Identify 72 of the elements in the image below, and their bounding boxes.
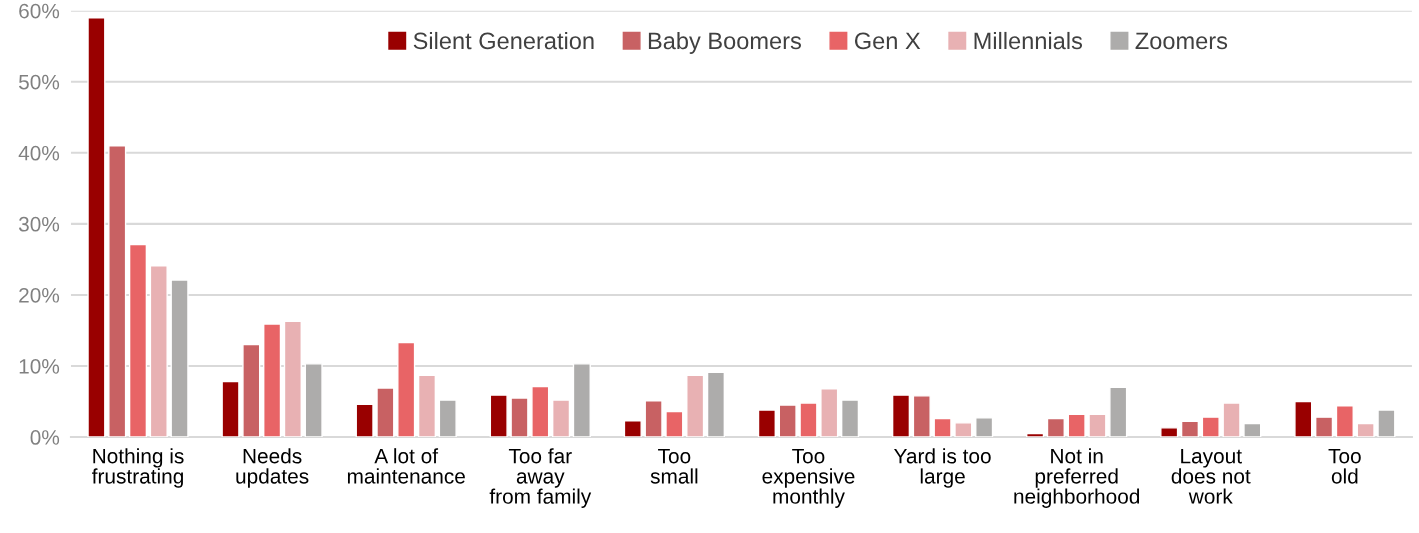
y-tick-label: 60% <box>19 3 60 19</box>
y-tick-label: 30% <box>18 216 60 232</box>
legend-label: Gen X <box>854 32 921 50</box>
bar <box>355 403 374 438</box>
bar <box>283 320 302 438</box>
bar <box>1335 405 1354 438</box>
bar <box>1109 386 1128 438</box>
legend-label: Baby Boomers <box>648 31 801 54</box>
x-tick-label: Too small <box>650 448 698 484</box>
bar <box>1377 409 1396 438</box>
bar <box>1088 413 1107 438</box>
bar <box>757 409 776 438</box>
x-tick-label: Too old <box>1328 448 1361 484</box>
y-tick-label: 50% <box>18 74 60 90</box>
bar <box>1201 416 1220 438</box>
y-tick-label: 0% <box>30 430 60 445</box>
legend-label: Millennials <box>974 31 1083 50</box>
bar <box>149 265 168 438</box>
x-tick-label: Layout does not work <box>1171 448 1251 504</box>
x-tick-label: Too far away from family <box>489 448 592 508</box>
bar <box>1356 422 1375 438</box>
bar <box>417 374 437 438</box>
bar <box>1180 420 1200 438</box>
bar <box>1160 427 1179 438</box>
y-tick-label: 20% <box>19 287 60 303</box>
bar <box>170 279 189 438</box>
bar <box>397 341 416 438</box>
bar <box>623 420 642 438</box>
bar <box>438 399 457 438</box>
bar <box>87 17 106 438</box>
bar <box>644 400 663 438</box>
bar <box>551 399 571 438</box>
bar <box>665 410 684 438</box>
bar <box>531 385 550 438</box>
bar <box>686 374 705 438</box>
bar <box>933 417 952 438</box>
bar <box>489 394 508 438</box>
x-tick-label: Yard is too large <box>894 448 991 488</box>
bar <box>221 380 240 438</box>
bar <box>1243 422 1262 438</box>
bar <box>108 144 127 438</box>
bar <box>263 323 282 438</box>
bar <box>304 363 323 438</box>
bar <box>1067 413 1086 438</box>
bar <box>799 402 818 438</box>
bar <box>1026 432 1045 438</box>
bar <box>1046 417 1065 438</box>
x-tick-label: Nothing is frustrating <box>91 448 184 488</box>
bar <box>1314 416 1334 438</box>
legend-label: Zoomers <box>1135 32 1228 50</box>
y-tick-label: 10% <box>19 358 60 374</box>
x-tick-label: Too expensive monthly <box>762 448 855 508</box>
bar <box>840 399 860 438</box>
bar <box>1294 400 1313 438</box>
bar <box>820 388 839 438</box>
legend-label: Silent Generation <box>413 31 594 50</box>
x-tick-label: A lot of maintenance <box>347 448 465 484</box>
bar <box>1222 402 1241 438</box>
y-tick-label: 40% <box>18 145 60 161</box>
bar <box>128 243 148 438</box>
bar <box>778 404 797 438</box>
bar <box>975 417 994 438</box>
bar <box>706 371 726 438</box>
bar <box>242 343 261 438</box>
x-tick-label: Needs updates <box>236 448 309 488</box>
bar <box>912 395 931 438</box>
bar <box>891 394 911 438</box>
bar <box>954 422 973 438</box>
bar <box>376 387 395 438</box>
bar <box>510 397 529 438</box>
x-tick-label: Not in preferred neighborhood <box>1014 448 1140 508</box>
bar <box>572 363 591 438</box>
